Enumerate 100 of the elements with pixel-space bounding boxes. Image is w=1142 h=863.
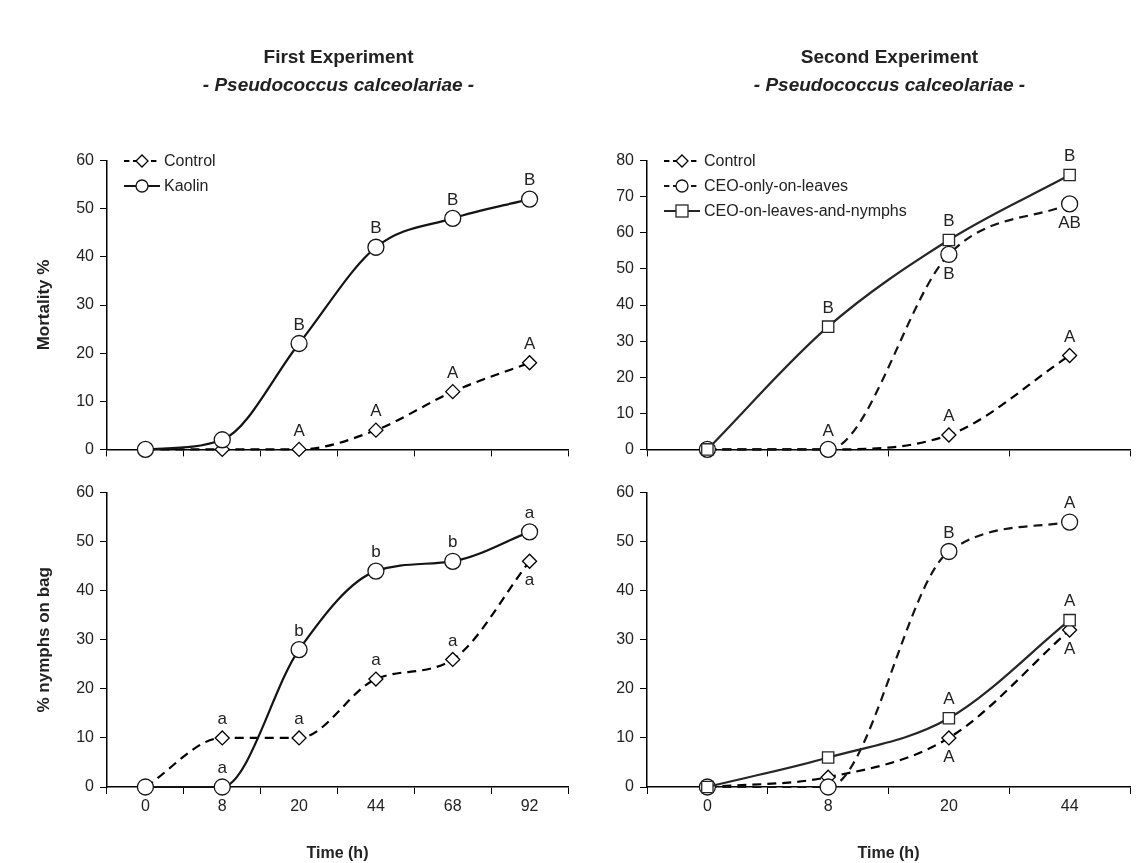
y-tick-label: 50 — [616, 532, 635, 550]
annotation: B — [822, 297, 834, 317]
annotation: A — [293, 420, 306, 440]
y-tick-label: 0 — [85, 777, 95, 795]
y-tick-label: 40 — [76, 581, 95, 599]
y-tick-label: 50 — [76, 199, 95, 217]
x-axis-title: Time (h) — [857, 843, 920, 861]
x-tick-label: 20 — [290, 797, 309, 815]
point — [821, 751, 835, 764]
y-tick-label: 10 — [616, 728, 635, 746]
point — [213, 431, 231, 449]
point — [819, 778, 837, 796]
y-tick-label: 60 — [616, 223, 635, 241]
point — [1060, 513, 1079, 531]
point — [213, 778, 231, 796]
y-tick-label: 0 — [625, 777, 635, 795]
y-tick-label: 60 — [76, 151, 95, 169]
y-tick-label: 50 — [616, 259, 635, 277]
annotation: A — [1063, 326, 1076, 346]
annotation: B — [943, 211, 955, 231]
chart-subtitle: - Pseudococcus calceolariae - — [752, 73, 1027, 97]
y-tick-label: 50 — [76, 532, 95, 550]
annotation: A — [523, 333, 536, 353]
point — [1060, 195, 1079, 213]
legend-label: Control — [164, 152, 216, 171]
y-tick-label: 0 — [85, 439, 95, 457]
point — [367, 238, 385, 256]
point — [445, 651, 461, 668]
point — [521, 553, 538, 569]
x-tick-label: 92 — [520, 797, 539, 815]
point — [940, 245, 958, 264]
annotation: a — [371, 650, 382, 670]
legend-label: CEO-only-on-leaves — [704, 177, 849, 196]
point — [290, 334, 308, 353]
y-tick-label: 30 — [76, 295, 95, 313]
point — [367, 562, 385, 580]
point — [368, 671, 384, 687]
annotation: B — [943, 263, 955, 283]
x-tick-label: 68 — [443, 797, 462, 815]
point — [520, 190, 539, 208]
point — [941, 730, 957, 746]
x-tick-label: 44 — [1060, 797, 1079, 815]
legend-label: Control — [704, 152, 756, 171]
point — [1061, 347, 1078, 364]
annotation: A — [943, 747, 956, 767]
point — [520, 523, 539, 541]
y-tick-label: 0 — [625, 439, 635, 457]
legend-label: CEO-on-leaves-and-nymphs — [704, 202, 907, 221]
y-tick-label: 80 — [616, 151, 635, 169]
x-tick-label: 44 — [367, 797, 385, 815]
annotation: A — [943, 406, 956, 426]
y-tick-label: 40 — [616, 581, 635, 599]
y-axis-title: % nymphs on bag — [33, 567, 53, 713]
annotation: A — [943, 689, 956, 709]
x-axis-title: Time (h) — [306, 843, 369, 861]
y-tick-label: 60 — [76, 483, 95, 501]
annotation: a — [217, 758, 228, 778]
point — [821, 320, 835, 333]
point — [291, 441, 307, 458]
annotation: B — [370, 218, 382, 238]
annotation: B — [1063, 146, 1076, 166]
x-tick-label: 0 — [140, 797, 150, 815]
annotation: b — [371, 542, 381, 562]
annotation: a — [524, 503, 535, 523]
point — [942, 712, 956, 725]
y-tick-label: 20 — [616, 679, 635, 697]
point — [444, 209, 462, 228]
x-tick-label: 0 — [702, 797, 712, 815]
annotation: B — [447, 189, 459, 209]
point — [291, 730, 307, 746]
point — [940, 542, 958, 561]
y-tick-label: 20 — [76, 343, 95, 361]
y-axis-title: Mortality % — [33, 259, 53, 351]
annotation: A — [370, 401, 383, 421]
y-tick-label: 20 — [616, 367, 635, 385]
chart-title: First Experiment — [262, 45, 415, 69]
annotation: b — [294, 620, 304, 640]
y-tick-label: 60 — [616, 483, 635, 501]
chart-title: Second Experiment — [799, 45, 980, 69]
point — [444, 552, 462, 570]
y-tick-label: 30 — [616, 331, 635, 349]
annotation: A — [447, 362, 460, 382]
annotation: B — [523, 170, 536, 190]
annotation: A — [1063, 591, 1076, 611]
annotation: A — [1063, 639, 1076, 659]
x-tick-label: 8 — [823, 797, 833, 815]
annotation: A — [822, 420, 835, 440]
point — [942, 233, 956, 247]
y-tick-label: 10 — [76, 728, 95, 746]
annotation: B — [293, 314, 305, 334]
point — [941, 427, 957, 443]
y-tick-label: 10 — [616, 403, 635, 421]
point — [214, 730, 230, 746]
point — [368, 422, 384, 438]
point — [445, 383, 461, 400]
annotation: a — [448, 630, 459, 650]
annotation: a — [524, 570, 535, 590]
x-tick-label: 8 — [217, 797, 227, 815]
y-tick-label: 20 — [76, 679, 95, 697]
legend-label: Kaolin — [164, 177, 209, 196]
